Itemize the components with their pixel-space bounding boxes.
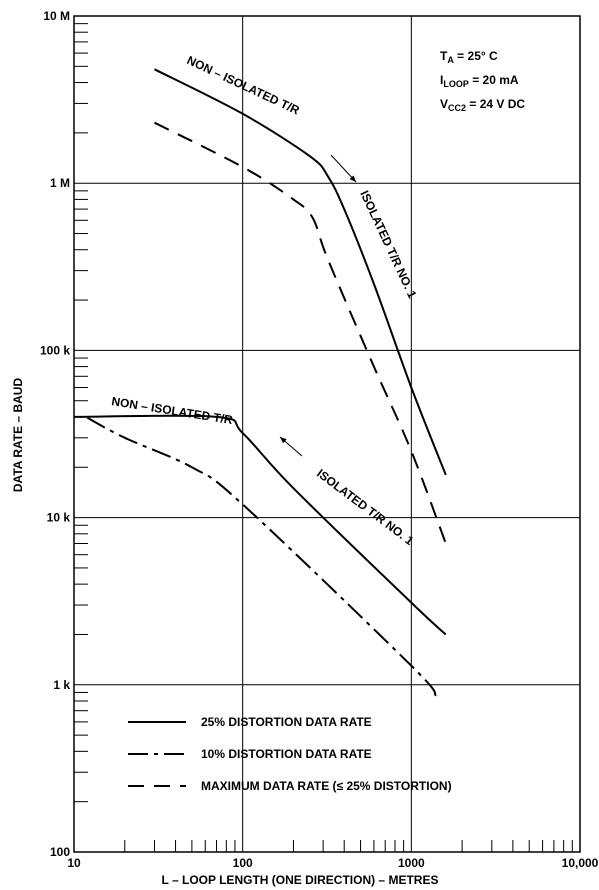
condition-vcc2: VCC2 = 24 V DC xyxy=(440,97,525,113)
x-tick-label: 10 xyxy=(67,856,81,870)
y-tick-label: 10 M xyxy=(43,9,70,23)
annotation-lower-isolated: ISOLATED T/R NO. 1 xyxy=(314,466,416,548)
upper-annotation-arrow-head xyxy=(349,175,356,182)
legend-label-dash-dot: 10% DISTORTION DATA RATE xyxy=(201,747,372,761)
series-line-upper-solid xyxy=(154,68,447,476)
annotation-arrows xyxy=(279,154,357,457)
y-tick-label: 100 k xyxy=(40,343,70,357)
annotation-upper-isolated: ISOLATED T/R NO. 1 xyxy=(357,188,419,300)
x-tick-label: 1000 xyxy=(398,856,425,870)
x-axis-title: L – LOOP LENGTH (ONE DIRECTION) – METRES xyxy=(162,873,439,887)
grid-lines xyxy=(74,16,580,852)
x-tick-labels: 10 100 1000 10,000 xyxy=(67,856,598,870)
legend-label-solid: 25% DISTORTION DATA RATE xyxy=(201,715,372,729)
y-tick-label: 100 xyxy=(50,845,70,859)
condition-ta: TA = 25° C xyxy=(440,49,498,65)
data-series xyxy=(73,68,447,697)
annotation-lower-non-isolated: NON – ISOLATED T/R xyxy=(111,394,234,427)
y-axis-title: DATA RATE – BAUD xyxy=(11,378,25,493)
series-line-lower-solid xyxy=(73,414,447,636)
y-tick-labels: 100 1 k 10 k 100 k 1 M 10 M xyxy=(40,9,70,859)
annotation-upper-non-isolated: NON – ISOLATED T/R xyxy=(185,53,302,118)
series-line-lower-dash-dot xyxy=(86,416,437,697)
legend: 25% DISTORTION DATA RATE 10% DISTORTION … xyxy=(128,715,452,793)
x-tick-label: 10,000 xyxy=(562,856,599,870)
condition-iloop: ILOOP = 20 mA xyxy=(440,73,519,89)
y-tick-label: 1 M xyxy=(50,176,70,190)
lower-annotation-arrow-head xyxy=(280,437,287,444)
legend-label-dashed: MAXIMUM DATA RATE (≤ 25% DISTORTION) xyxy=(201,779,452,793)
y-tick-label: 1 k xyxy=(53,678,70,692)
y-tick-label: 10 k xyxy=(47,511,71,525)
minor-ticks xyxy=(74,23,573,852)
x-tick-label: 100 xyxy=(233,856,253,870)
plot-frame xyxy=(73,15,581,853)
series-line-upper-dashed xyxy=(154,121,447,544)
